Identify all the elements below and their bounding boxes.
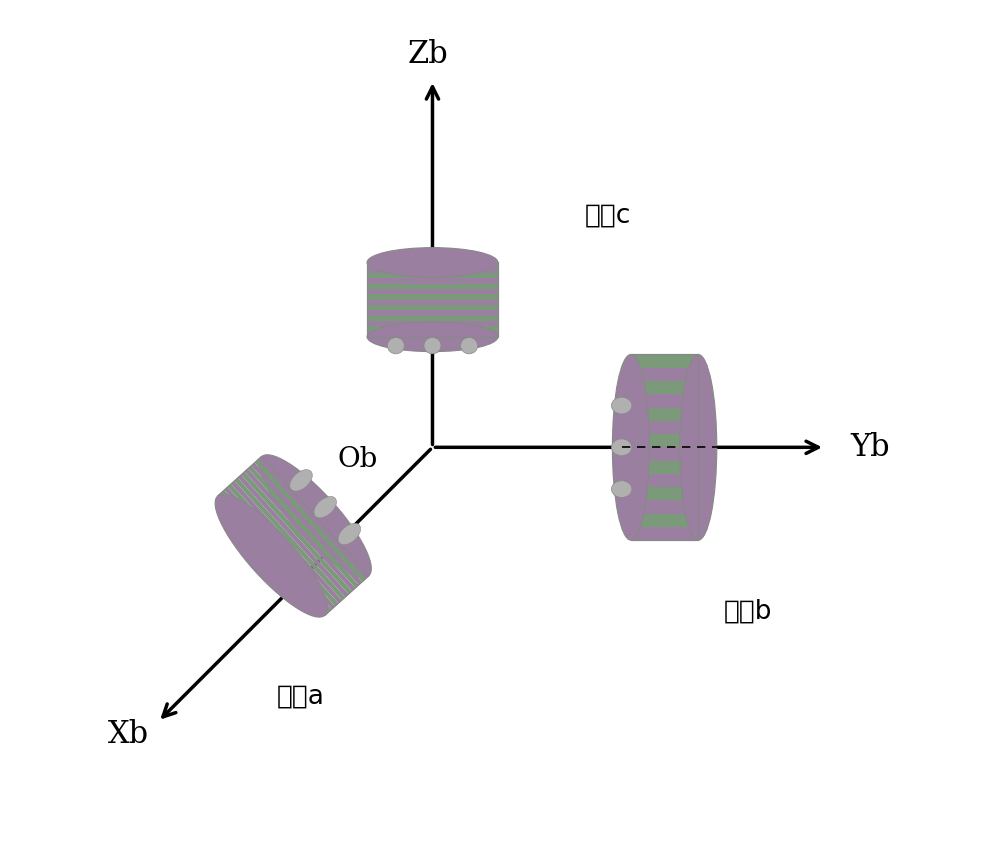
Ellipse shape (367, 322, 498, 352)
Polygon shape (241, 472, 352, 594)
Polygon shape (367, 262, 498, 268)
Polygon shape (248, 466, 359, 588)
Ellipse shape (680, 354, 717, 540)
Polygon shape (367, 284, 498, 289)
Polygon shape (631, 461, 698, 473)
Polygon shape (367, 316, 498, 321)
Polygon shape (631, 381, 698, 394)
Ellipse shape (367, 247, 498, 278)
Text: Yb: Yb (850, 432, 890, 463)
Polygon shape (367, 273, 498, 279)
Polygon shape (367, 279, 498, 284)
Ellipse shape (611, 439, 632, 456)
Polygon shape (367, 326, 498, 332)
Polygon shape (631, 354, 698, 368)
Polygon shape (245, 468, 355, 591)
Polygon shape (631, 487, 698, 500)
Text: Xb: Xb (108, 719, 149, 749)
Polygon shape (338, 523, 361, 544)
Text: Ob: Ob (337, 446, 378, 473)
Polygon shape (367, 300, 498, 305)
Polygon shape (218, 493, 328, 615)
Ellipse shape (461, 338, 478, 354)
Polygon shape (367, 289, 498, 295)
Polygon shape (631, 368, 698, 381)
Polygon shape (367, 311, 498, 316)
Polygon shape (221, 490, 332, 612)
Polygon shape (314, 496, 336, 518)
Polygon shape (251, 463, 362, 585)
Polygon shape (631, 434, 698, 447)
Polygon shape (367, 332, 498, 337)
Polygon shape (631, 514, 698, 527)
Polygon shape (631, 527, 698, 540)
Polygon shape (631, 421, 698, 434)
Polygon shape (631, 473, 698, 487)
Polygon shape (367, 305, 498, 311)
Polygon shape (631, 408, 698, 421)
Text: 飞轮a: 飞轮a (276, 684, 324, 709)
Polygon shape (258, 457, 369, 579)
Polygon shape (290, 469, 312, 491)
Text: 飞轮c: 飞轮c (584, 203, 631, 228)
Polygon shape (224, 487, 335, 609)
Polygon shape (367, 321, 498, 326)
Text: 飞轮b: 飞轮b (724, 599, 772, 625)
Ellipse shape (611, 398, 632, 414)
Polygon shape (238, 475, 349, 597)
Polygon shape (231, 481, 342, 603)
Polygon shape (367, 268, 498, 273)
Polygon shape (631, 500, 698, 514)
Polygon shape (631, 394, 698, 408)
Ellipse shape (424, 338, 441, 354)
Text: Zb: Zb (408, 40, 449, 70)
Polygon shape (228, 484, 338, 606)
Ellipse shape (387, 338, 404, 354)
Polygon shape (367, 295, 498, 300)
Polygon shape (215, 495, 327, 617)
Polygon shape (235, 478, 345, 600)
Polygon shape (255, 460, 365, 582)
Ellipse shape (612, 354, 649, 540)
Ellipse shape (611, 481, 632, 497)
Polygon shape (259, 455, 371, 577)
Polygon shape (631, 447, 698, 461)
